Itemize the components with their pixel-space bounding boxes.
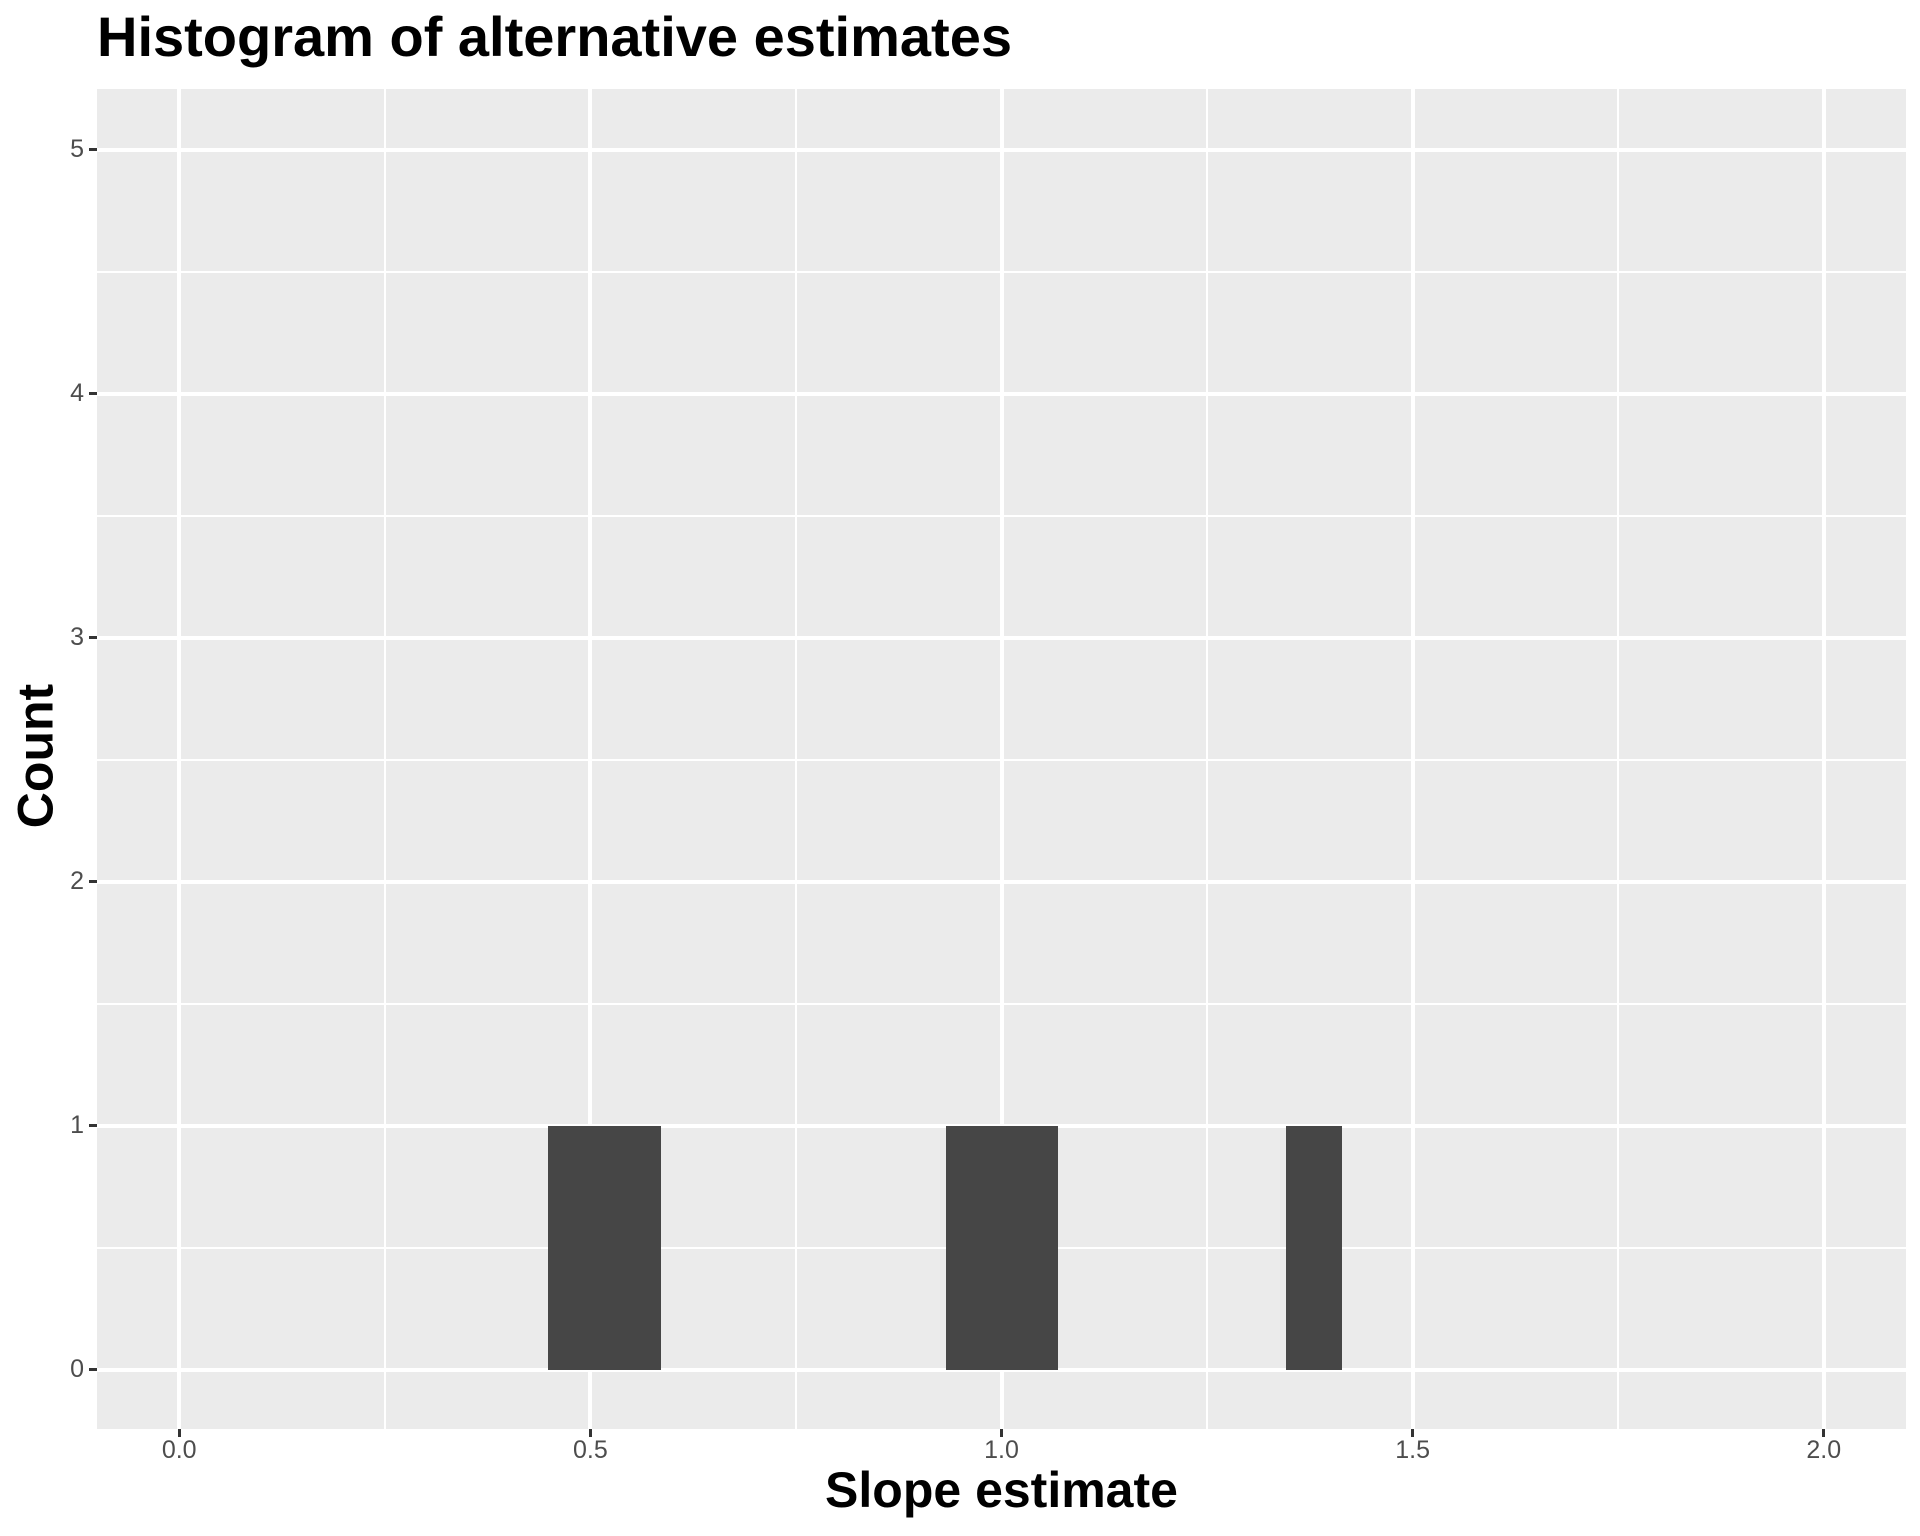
y-tick-label: 2 bbox=[70, 867, 84, 896]
histogram-bar bbox=[548, 1125, 662, 1370]
y-tick-mark bbox=[89, 148, 97, 152]
x-tick-label: 0.0 bbox=[161, 1436, 197, 1464]
y-tick-label: 1 bbox=[70, 1111, 84, 1140]
x-tick-mark bbox=[177, 1429, 181, 1437]
gridline-y-major bbox=[97, 635, 1906, 640]
y-axis-title: Count bbox=[7, 683, 64, 829]
histogram-bar bbox=[1286, 1125, 1342, 1370]
y-tick-label: 3 bbox=[70, 623, 84, 652]
gridline-y-major bbox=[97, 879, 1906, 884]
x-tick-label: 2.0 bbox=[1806, 1436, 1842, 1464]
y-tick-mark bbox=[89, 880, 97, 884]
gridline-x-major bbox=[1821, 89, 1826, 1429]
x-tick-label: 1.0 bbox=[984, 1436, 1019, 1464]
gridline-y-major bbox=[97, 1367, 1906, 1372]
gridline-x-major bbox=[177, 89, 182, 1429]
gridline-x-major bbox=[588, 89, 593, 1429]
y-tick-mark bbox=[89, 1368, 97, 1372]
gridline-y-major bbox=[97, 147, 1906, 152]
y-tick-label: 4 bbox=[70, 379, 84, 408]
x-tick-label: 1.5 bbox=[1395, 1436, 1430, 1464]
x-tick-label: 0.5 bbox=[572, 1436, 608, 1464]
plot-title: Histogram of alternative estimates bbox=[97, 5, 1012, 68]
plot-panel bbox=[97, 89, 1906, 1429]
histogram-bar bbox=[945, 1125, 1059, 1370]
x-tick-mark bbox=[588, 1429, 592, 1437]
y-tick-mark bbox=[89, 636, 97, 640]
y-tick-mark bbox=[89, 392, 97, 396]
y-tick-label: 0 bbox=[70, 1355, 84, 1384]
gridline-x-major bbox=[1410, 89, 1415, 1429]
y-tick-mark bbox=[89, 1124, 97, 1128]
x-tick-mark bbox=[1411, 1429, 1415, 1437]
x-tick-mark bbox=[1000, 1429, 1003, 1437]
x-axis-title: Slope estimate bbox=[825, 1462, 1178, 1518]
gridline-y-major bbox=[97, 391, 1906, 396]
x-tick-mark bbox=[1822, 1429, 1826, 1437]
y-tick-label: 5 bbox=[70, 135, 84, 164]
gridline-x-major bbox=[999, 89, 1004, 1429]
